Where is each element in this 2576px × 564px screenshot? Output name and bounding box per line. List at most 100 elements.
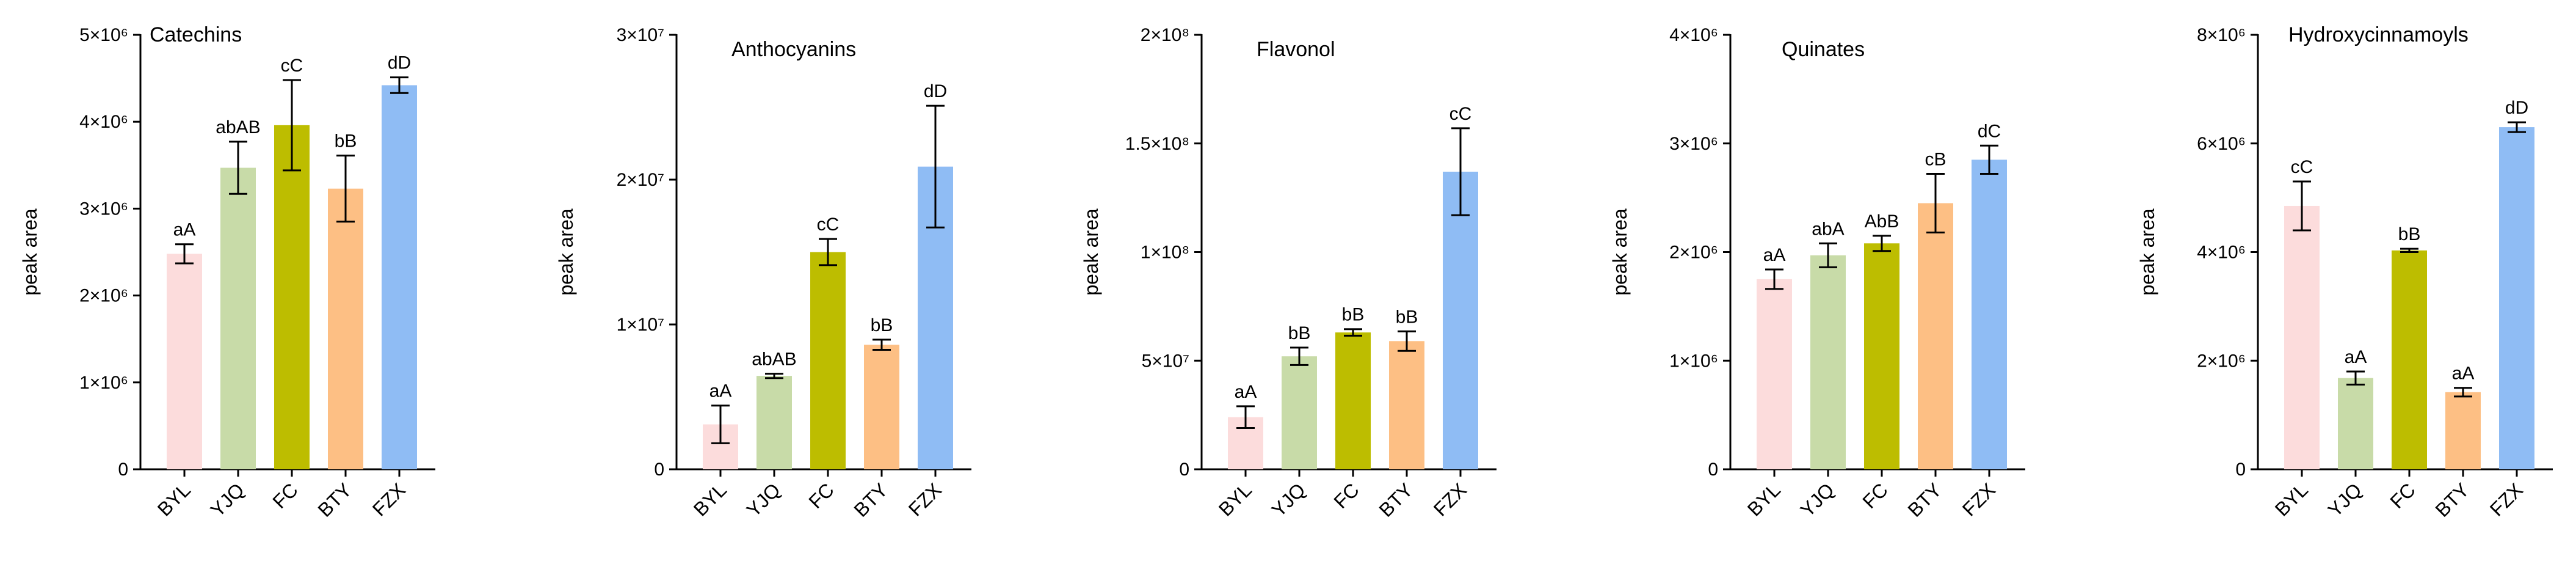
y-tick-label: 4×10⁶ xyxy=(1669,25,1718,45)
bar xyxy=(2445,392,2481,469)
data-label: bB xyxy=(1342,305,1365,325)
bar xyxy=(2499,127,2534,469)
x-tick-label: FC xyxy=(268,478,302,513)
bar xyxy=(756,376,792,469)
bar xyxy=(1972,159,2007,469)
bar xyxy=(864,345,899,469)
bar xyxy=(167,254,202,469)
x-tick-label: BYL xyxy=(689,478,731,520)
x-tick-label: BTY xyxy=(2431,478,2473,521)
x-tick-label: YJQ xyxy=(1267,478,1309,521)
x-tick-label: YJQ xyxy=(1796,478,1838,521)
x-tick-label: FZX xyxy=(368,478,410,520)
y-tick-label: 2×10⁶ xyxy=(1669,243,1718,263)
y-tick-label: 5×10⁷ xyxy=(1142,351,1189,371)
x-tick-label: FZX xyxy=(904,478,946,520)
chart-title: Quinates xyxy=(1782,38,1865,61)
chart-panel: 0 1×10⁷ 2×10⁷ 3×10⁷ peak area Anthocyanins aA B… xyxy=(555,25,971,521)
data-label: cC xyxy=(1449,104,1472,124)
data-label: aA xyxy=(709,381,732,401)
data-label: cB xyxy=(1925,150,1946,170)
y-tick-label: 4×10⁶ xyxy=(79,112,128,132)
chart-panel: 0 5×10⁷ 1×10⁸ 1.5×10⁸ 2×10⁸ peak area Flavonol… xyxy=(1080,25,1497,521)
y-tick-label: 4×10⁶ xyxy=(2197,243,2246,263)
data-label: aA xyxy=(2452,364,2475,384)
data-label: abAB xyxy=(752,350,796,370)
y-tick-label: 1.5×10⁸ xyxy=(1125,134,1189,154)
y-tick-label: 1×10⁷ xyxy=(617,315,664,335)
y-tick-label: 6×10⁶ xyxy=(2197,134,2246,154)
x-tick-label: FZX xyxy=(1429,478,1471,520)
x-tick-label: FC xyxy=(1858,478,1892,513)
y-tick-label: 2×10⁶ xyxy=(2197,351,2246,371)
data-label: cC xyxy=(2291,157,2313,177)
data-label: bB xyxy=(1396,307,1418,327)
bar xyxy=(2338,378,2373,469)
x-tick-label: BYL xyxy=(1743,478,1785,520)
data-label: AbB xyxy=(1865,211,1899,232)
y-axis-title: peak area xyxy=(2136,208,2158,296)
chart-panel: 0 1×10⁶ 2×10⁶ 3×10⁶ 4×10⁶ 5×10⁶ peak area Catec… xyxy=(19,23,435,521)
y-tick-label: 3×10⁷ xyxy=(617,25,664,45)
bar xyxy=(1282,356,1317,469)
y-tick-label: 0 xyxy=(1708,460,1718,480)
data-label: dD xyxy=(924,81,947,101)
data-label: aA xyxy=(173,220,196,240)
data-label: cC xyxy=(817,214,840,235)
x-tick-label: BTY xyxy=(1374,478,1417,521)
y-tick-label: 0 xyxy=(1179,460,1189,480)
x-tick-label: BTY xyxy=(849,478,891,521)
chart-title: Catechins xyxy=(150,23,242,46)
x-tick-label: FC xyxy=(1329,478,1363,513)
chart-title: Hydroxycinnamoyls xyxy=(2288,23,2469,46)
data-label: abAB xyxy=(216,117,260,137)
chart-title: Anthocyanins xyxy=(731,38,856,61)
bar xyxy=(1757,279,1792,469)
x-tick-label: YJQ xyxy=(2323,478,2365,521)
x-tick-label: FC xyxy=(804,478,838,513)
y-tick-label: 3×10⁶ xyxy=(79,199,128,219)
data-label: bB xyxy=(335,131,357,152)
x-tick-label: FZX xyxy=(2486,478,2527,520)
y-axis-title: peak area xyxy=(1609,208,1631,296)
data-label: aA xyxy=(1235,382,1257,402)
bar xyxy=(1335,332,1371,469)
y-tick-label: 2×10⁸ xyxy=(1141,25,1189,45)
x-tick-label: BYL xyxy=(2271,478,2312,520)
bar xyxy=(328,188,363,469)
bar xyxy=(1443,171,1478,469)
data-label: bB xyxy=(2398,224,2421,244)
x-tick-label: FC xyxy=(2386,478,2420,513)
x-tick-label: YJQ xyxy=(742,478,784,521)
x-tick-label: BTY xyxy=(1903,478,1945,521)
y-tick-label: 1×10⁶ xyxy=(1669,351,1718,371)
x-tick-label: YJQ xyxy=(206,478,248,521)
y-tick-label: 1×10⁶ xyxy=(79,373,128,393)
bar xyxy=(2392,250,2427,469)
y-tick-label: 8×10⁶ xyxy=(2197,25,2246,45)
y-axis-title: peak area xyxy=(555,208,577,296)
bar xyxy=(274,125,310,469)
data-label: bB xyxy=(871,315,893,335)
data-label: aA xyxy=(1763,245,1786,265)
y-tick-label: 3×10⁶ xyxy=(1669,134,1718,154)
y-tick-label: 5×10⁶ xyxy=(79,25,128,45)
data-label: dC xyxy=(1978,121,2001,141)
data-label: aA xyxy=(2345,347,2367,367)
bar xyxy=(1918,203,1953,469)
y-tick-label: 0 xyxy=(118,460,128,480)
y-tick-label: 0 xyxy=(2235,460,2246,480)
bar xyxy=(1864,243,1899,469)
x-tick-label: BYL xyxy=(153,478,195,520)
y-tick-label: 0 xyxy=(654,460,664,480)
y-tick-label: 1×10⁸ xyxy=(1141,243,1189,263)
data-label: dD xyxy=(2505,98,2528,118)
data-label: cC xyxy=(281,56,303,76)
x-tick-label: BTY xyxy=(313,478,355,521)
data-label: dD xyxy=(388,53,411,73)
bar xyxy=(382,85,417,469)
chart-panel: 0 2×10⁶ 4×10⁶ 6×10⁶ 8×10⁶ peak area Hydroxycin… xyxy=(2136,23,2553,521)
y-axis-title: peak area xyxy=(19,208,41,296)
chart-title: Flavonol xyxy=(1257,38,1335,61)
